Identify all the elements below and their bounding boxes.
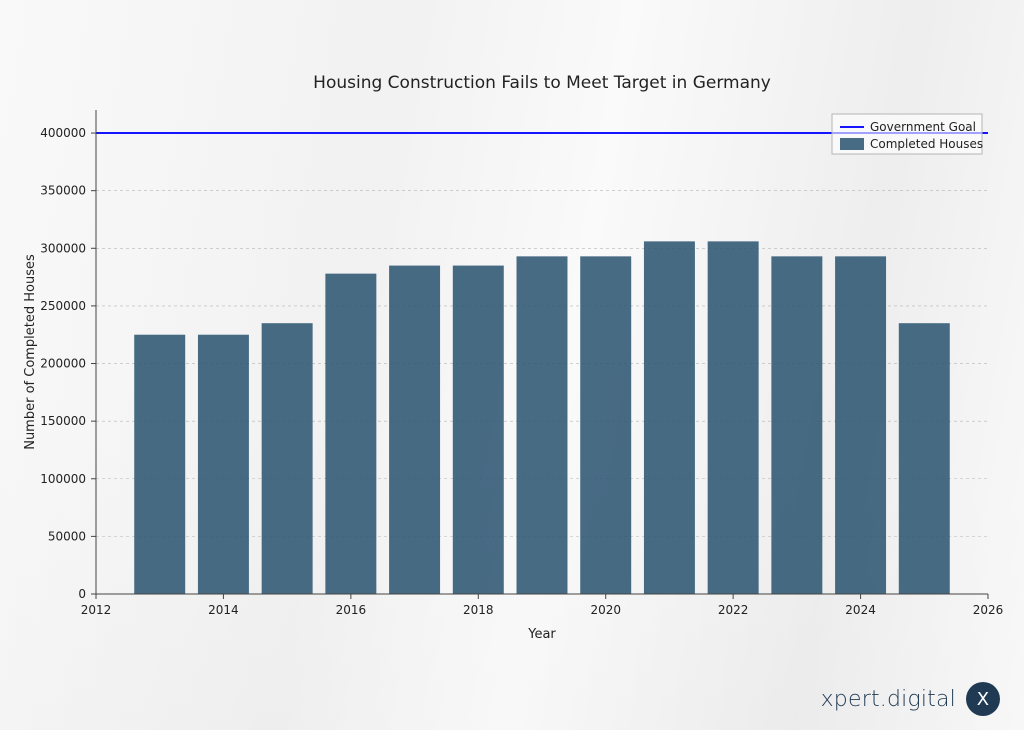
ytick-label: 100000: [40, 472, 86, 486]
bar: [644, 241, 695, 594]
bar: [325, 274, 376, 594]
bar: [517, 256, 568, 594]
bar: [262, 323, 313, 594]
xtick-label: 2022: [718, 603, 749, 617]
legend-label: Completed Houses: [870, 137, 983, 151]
brand-text-left: xpert: [821, 687, 880, 712]
xtick-label: 2024: [845, 603, 876, 617]
ytick-label: 150000: [40, 414, 86, 428]
chart-title: Housing Construction Fails to Meet Targe…: [313, 73, 771, 93]
chart-container: 2012 2014 2016 2018 2020 2022 2024 2026 0 50000 10…: [0, 0, 1024, 730]
bar: [134, 335, 185, 594]
legend-swatch-bar: [840, 138, 864, 150]
bar: [198, 335, 249, 594]
xtick-label: 2016: [336, 603, 367, 617]
xtick-label: 2018: [463, 603, 494, 617]
bar: [389, 266, 440, 594]
brand-logo-icon: X: [966, 682, 1000, 716]
x-axis-label: Year: [527, 627, 556, 642]
ytick-label: 250000: [40, 299, 86, 313]
xtick-label: 2026: [973, 603, 1004, 617]
brand-dot: .: [880, 687, 887, 712]
xtick-label: 2012: [81, 603, 112, 617]
chart-svg: 2012 2014 2016 2018 2020 2022 2024 2026 0 50000 10…: [0, 0, 1024, 730]
bar: [580, 256, 631, 594]
ytick-label: 300000: [40, 241, 86, 255]
legend-label: Government Goal: [870, 120, 976, 134]
bar: [771, 256, 822, 594]
bar: [453, 266, 504, 594]
bar: [899, 323, 950, 594]
bar: [708, 241, 759, 594]
ytick-label: 400000: [40, 126, 86, 140]
ytick-label: 200000: [40, 357, 86, 371]
brand-text-right: digital: [887, 687, 956, 712]
ytick-label: 50000: [48, 529, 86, 543]
brand-mark: xpert.digital X: [821, 682, 1000, 716]
xtick-label: 2014: [208, 603, 239, 617]
ytick-label: 0: [78, 587, 86, 601]
xtick-label: 2020: [590, 603, 621, 617]
ytick-label: 350000: [40, 184, 86, 198]
y-axis-label: Number of Completed Houses: [23, 254, 38, 450]
bar: [835, 256, 886, 594]
